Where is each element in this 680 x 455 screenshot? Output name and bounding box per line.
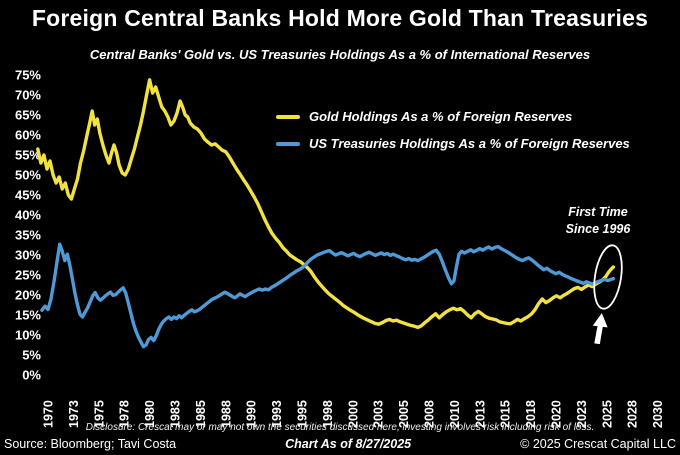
footer-row: Source: Bloomberg; Tavi Costa Chart As o… xyxy=(4,437,676,451)
chart-title: Foreign Central Banks Hold More Gold Tha… xyxy=(31,5,649,31)
y-tick-label: 35% xyxy=(15,228,41,243)
x-tick-label: 2010 xyxy=(448,400,462,428)
source-text: Source: Bloomberg; Tavi Costa xyxy=(4,437,177,451)
y-tick-label: 50% xyxy=(15,168,41,183)
annotation-first-time: First Time Since 1996 xyxy=(533,204,663,238)
y-tick-label: 25% xyxy=(15,268,41,283)
x-tick-label: 1990 xyxy=(245,400,259,428)
x-tick-label: 2008 xyxy=(423,400,437,428)
annotation-line2: Since 1996 xyxy=(565,222,631,236)
x-tick-label: 1995 xyxy=(296,400,310,428)
x-tick-label: 2005 xyxy=(397,400,411,428)
chart-subtitle: Central Banks' Gold vs. US Treasuries Ho… xyxy=(89,47,591,62)
x-tick-label: 1970 xyxy=(42,400,56,428)
x-tick-label: 2028 xyxy=(626,400,640,428)
y-tick-label: 5% xyxy=(22,348,41,363)
y-tick-label: 15% xyxy=(15,308,41,323)
gold-line xyxy=(36,78,616,330)
y-tick-label: 45% xyxy=(15,188,41,203)
y-tick-label: 65% xyxy=(15,108,41,123)
x-tick-label: 2030 xyxy=(651,400,665,428)
annotation-line1: First Time xyxy=(568,205,628,219)
x-tick-label: 2015 xyxy=(499,400,513,428)
legend-label-gold: Gold Holdings As a % of Foreign Reserves xyxy=(309,109,573,124)
x-tick-label: 1983 xyxy=(169,400,183,428)
x-tick-label: 2000 xyxy=(346,400,360,428)
y-tick-label: 75% xyxy=(15,68,41,83)
y-tick-label: 55% xyxy=(15,148,41,163)
x-tick-label: 2023 xyxy=(575,400,589,428)
legend-label-treasuries: US Treasuries Holdings As a % of Foreign… xyxy=(309,136,630,151)
y-tick-label: 0% xyxy=(22,368,41,383)
y-tick-label: 20% xyxy=(15,288,41,303)
copyright-text: © 2025 Crescat Capital LLC xyxy=(520,437,676,451)
y-tick-label: 40% xyxy=(15,208,41,223)
y-tick-label: 70% xyxy=(15,88,41,103)
chart-as-of-text: Chart As of 8/27/2025 xyxy=(285,437,412,451)
x-tick-label: 1985 xyxy=(194,400,208,428)
treasuries-line-swatch-icon xyxy=(276,141,300,146)
x-tick-label: 1973 xyxy=(67,400,81,428)
x-tick-label: 1975 xyxy=(92,400,106,428)
x-tick-label: 2003 xyxy=(372,400,386,428)
x-tick-label: 1980 xyxy=(143,400,157,428)
x-tick-label: 2018 xyxy=(524,400,538,428)
legend: Gold Holdings As a % of Foreign Reserves… xyxy=(276,103,630,157)
legend-item-treasuries: US Treasuries Holdings As a % of Foreign… xyxy=(276,130,630,157)
x-tick-label: 2020 xyxy=(550,400,564,428)
y-tick-label: 10% xyxy=(15,328,41,343)
treasuries-line xyxy=(40,242,616,349)
x-tick-label: 1998 xyxy=(321,400,335,428)
highlight-ellipse xyxy=(593,244,623,310)
y-tick-label: 30% xyxy=(15,248,41,263)
x-tick-label: 1988 xyxy=(219,400,233,428)
x-tick-label: 1978 xyxy=(118,400,132,428)
gold-line-swatch-icon xyxy=(276,114,300,119)
up-arrow-icon xyxy=(592,313,608,345)
x-tick-label: 2013 xyxy=(473,400,487,428)
y-tick-label: 60% xyxy=(15,128,41,143)
x-tick-label: 2025 xyxy=(600,400,614,428)
disclosure-text: Disclosure: Crescat may or may not own t… xyxy=(85,422,595,433)
legend-item-gold: Gold Holdings As a % of Foreign Reserves xyxy=(276,103,630,130)
x-tick-label: 1993 xyxy=(270,400,284,428)
